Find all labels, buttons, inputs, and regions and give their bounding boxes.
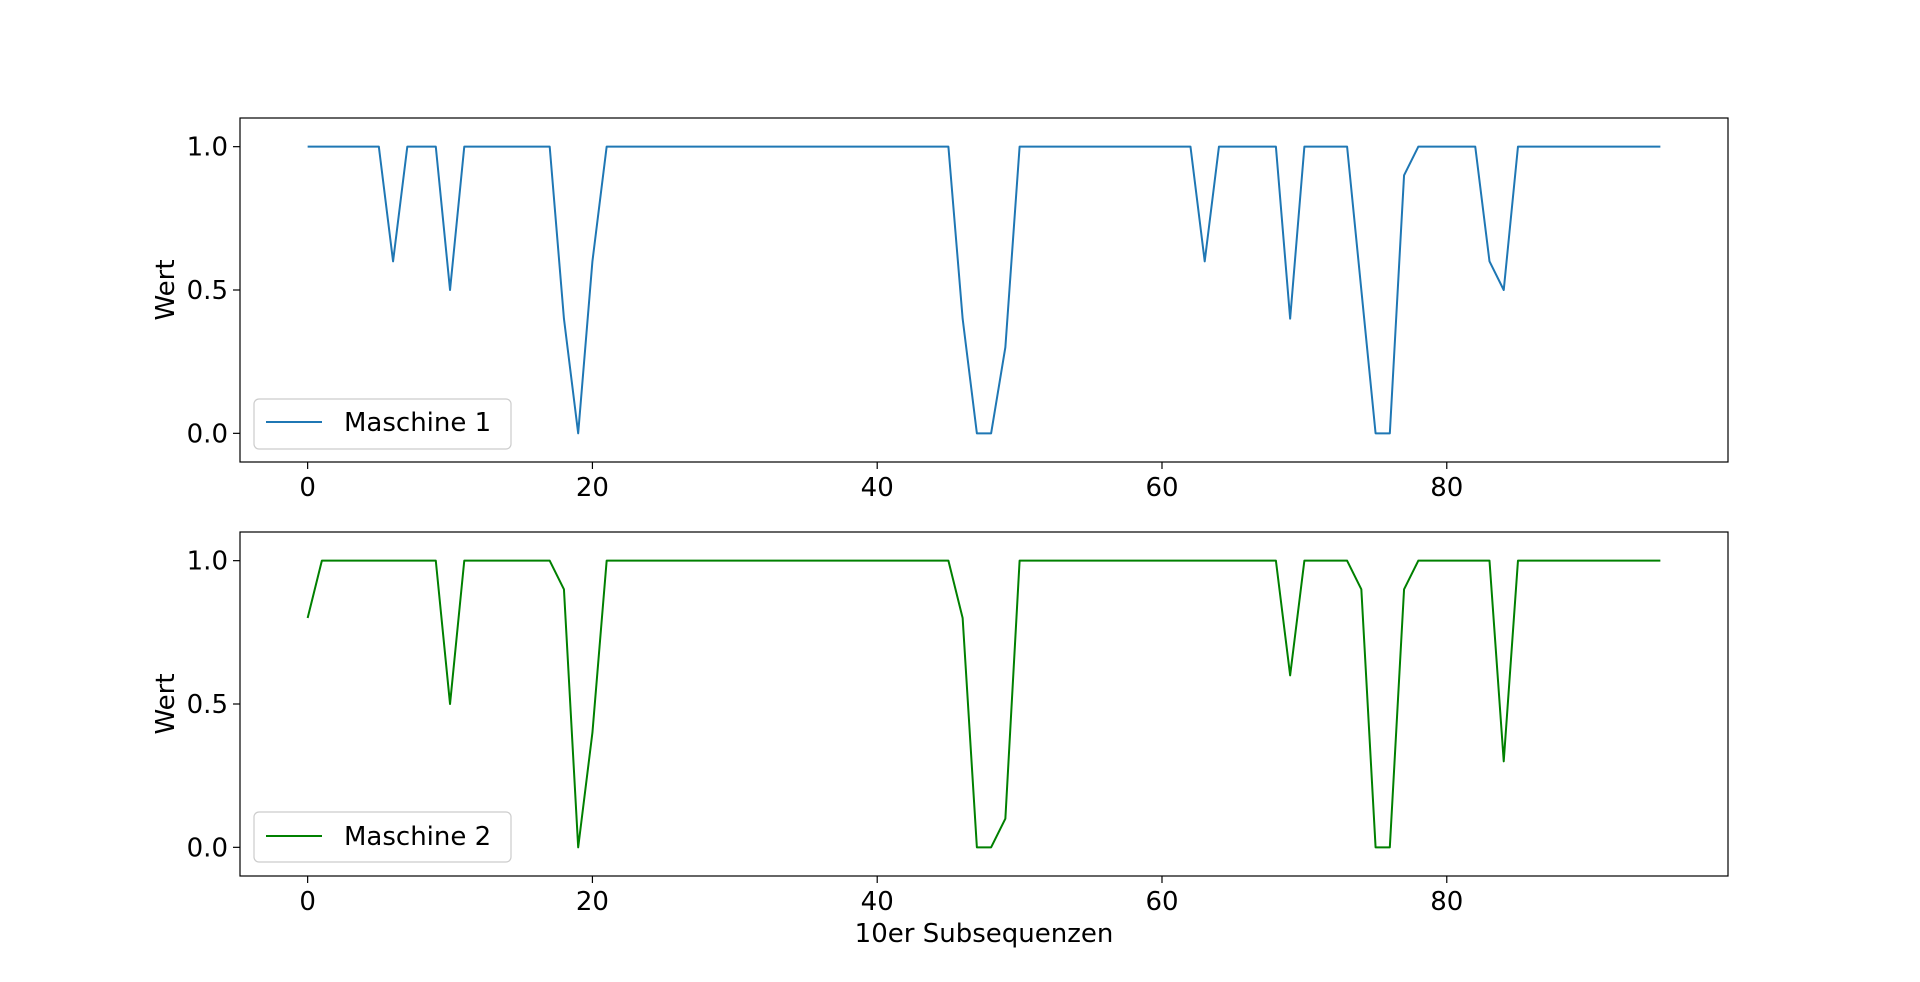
y-tick-label: 0.5 — [187, 276, 228, 306]
legend-label-maschine-1: Maschine 1 — [344, 408, 491, 438]
axes-frame — [239, 531, 1729, 877]
x-tick-label: 60 — [1145, 887, 1178, 917]
series-line-maschine-1 — [307, 145, 1661, 435]
y-tick-label: 0.0 — [187, 419, 228, 449]
subplot-maschine-2: 0 20 40 60 80 0.0 0.5 1.0 Wert Maschine 2 10er … — [151, 531, 1729, 949]
x-tick-label: 0 — [299, 473, 316, 503]
x-tick-label: 80 — [1430, 473, 1463, 503]
x-tick-label: 20 — [576, 473, 609, 503]
x-tick-label: 60 — [1145, 473, 1178, 503]
subplot-maschine-1: 0 20 40 60 80 0.0 0.5 1.0 Wert Maschine 1 — [151, 117, 1729, 503]
x-tick-label: 20 — [576, 887, 609, 917]
axis-ticks: 0 20 40 60 80 0.0 0.5 1.0 — [187, 133, 1464, 503]
y-tick-label: 1.0 — [187, 547, 228, 577]
x-axis-label: 10er Subsequenzen — [855, 919, 1114, 949]
y-axis-label: Wert — [151, 673, 181, 734]
x-tick-label: 40 — [861, 473, 894, 503]
legend: Maschine 2 — [253, 811, 512, 863]
y-tick-label: 1.0 — [187, 133, 228, 163]
axes-frame — [239, 117, 1729, 463]
legend-box — [253, 811, 512, 863]
legend-box — [253, 398, 512, 450]
y-tick-label: 0.0 — [187, 833, 228, 863]
x-tick-label: 80 — [1430, 887, 1463, 917]
x-tick-label: 0 — [299, 887, 316, 917]
y-tick-label: 0.5 — [187, 690, 228, 720]
axis-ticks: 0 20 40 60 80 0.0 0.5 1.0 — [187, 547, 1464, 917]
legend: Maschine 1 — [253, 398, 512, 450]
x-tick-label: 40 — [861, 887, 894, 917]
series-line-maschine-2 — [306, 559, 1661, 849]
legend-label-maschine-2: Maschine 2 — [344, 822, 491, 852]
y-axis-label: Wert — [151, 259, 181, 320]
